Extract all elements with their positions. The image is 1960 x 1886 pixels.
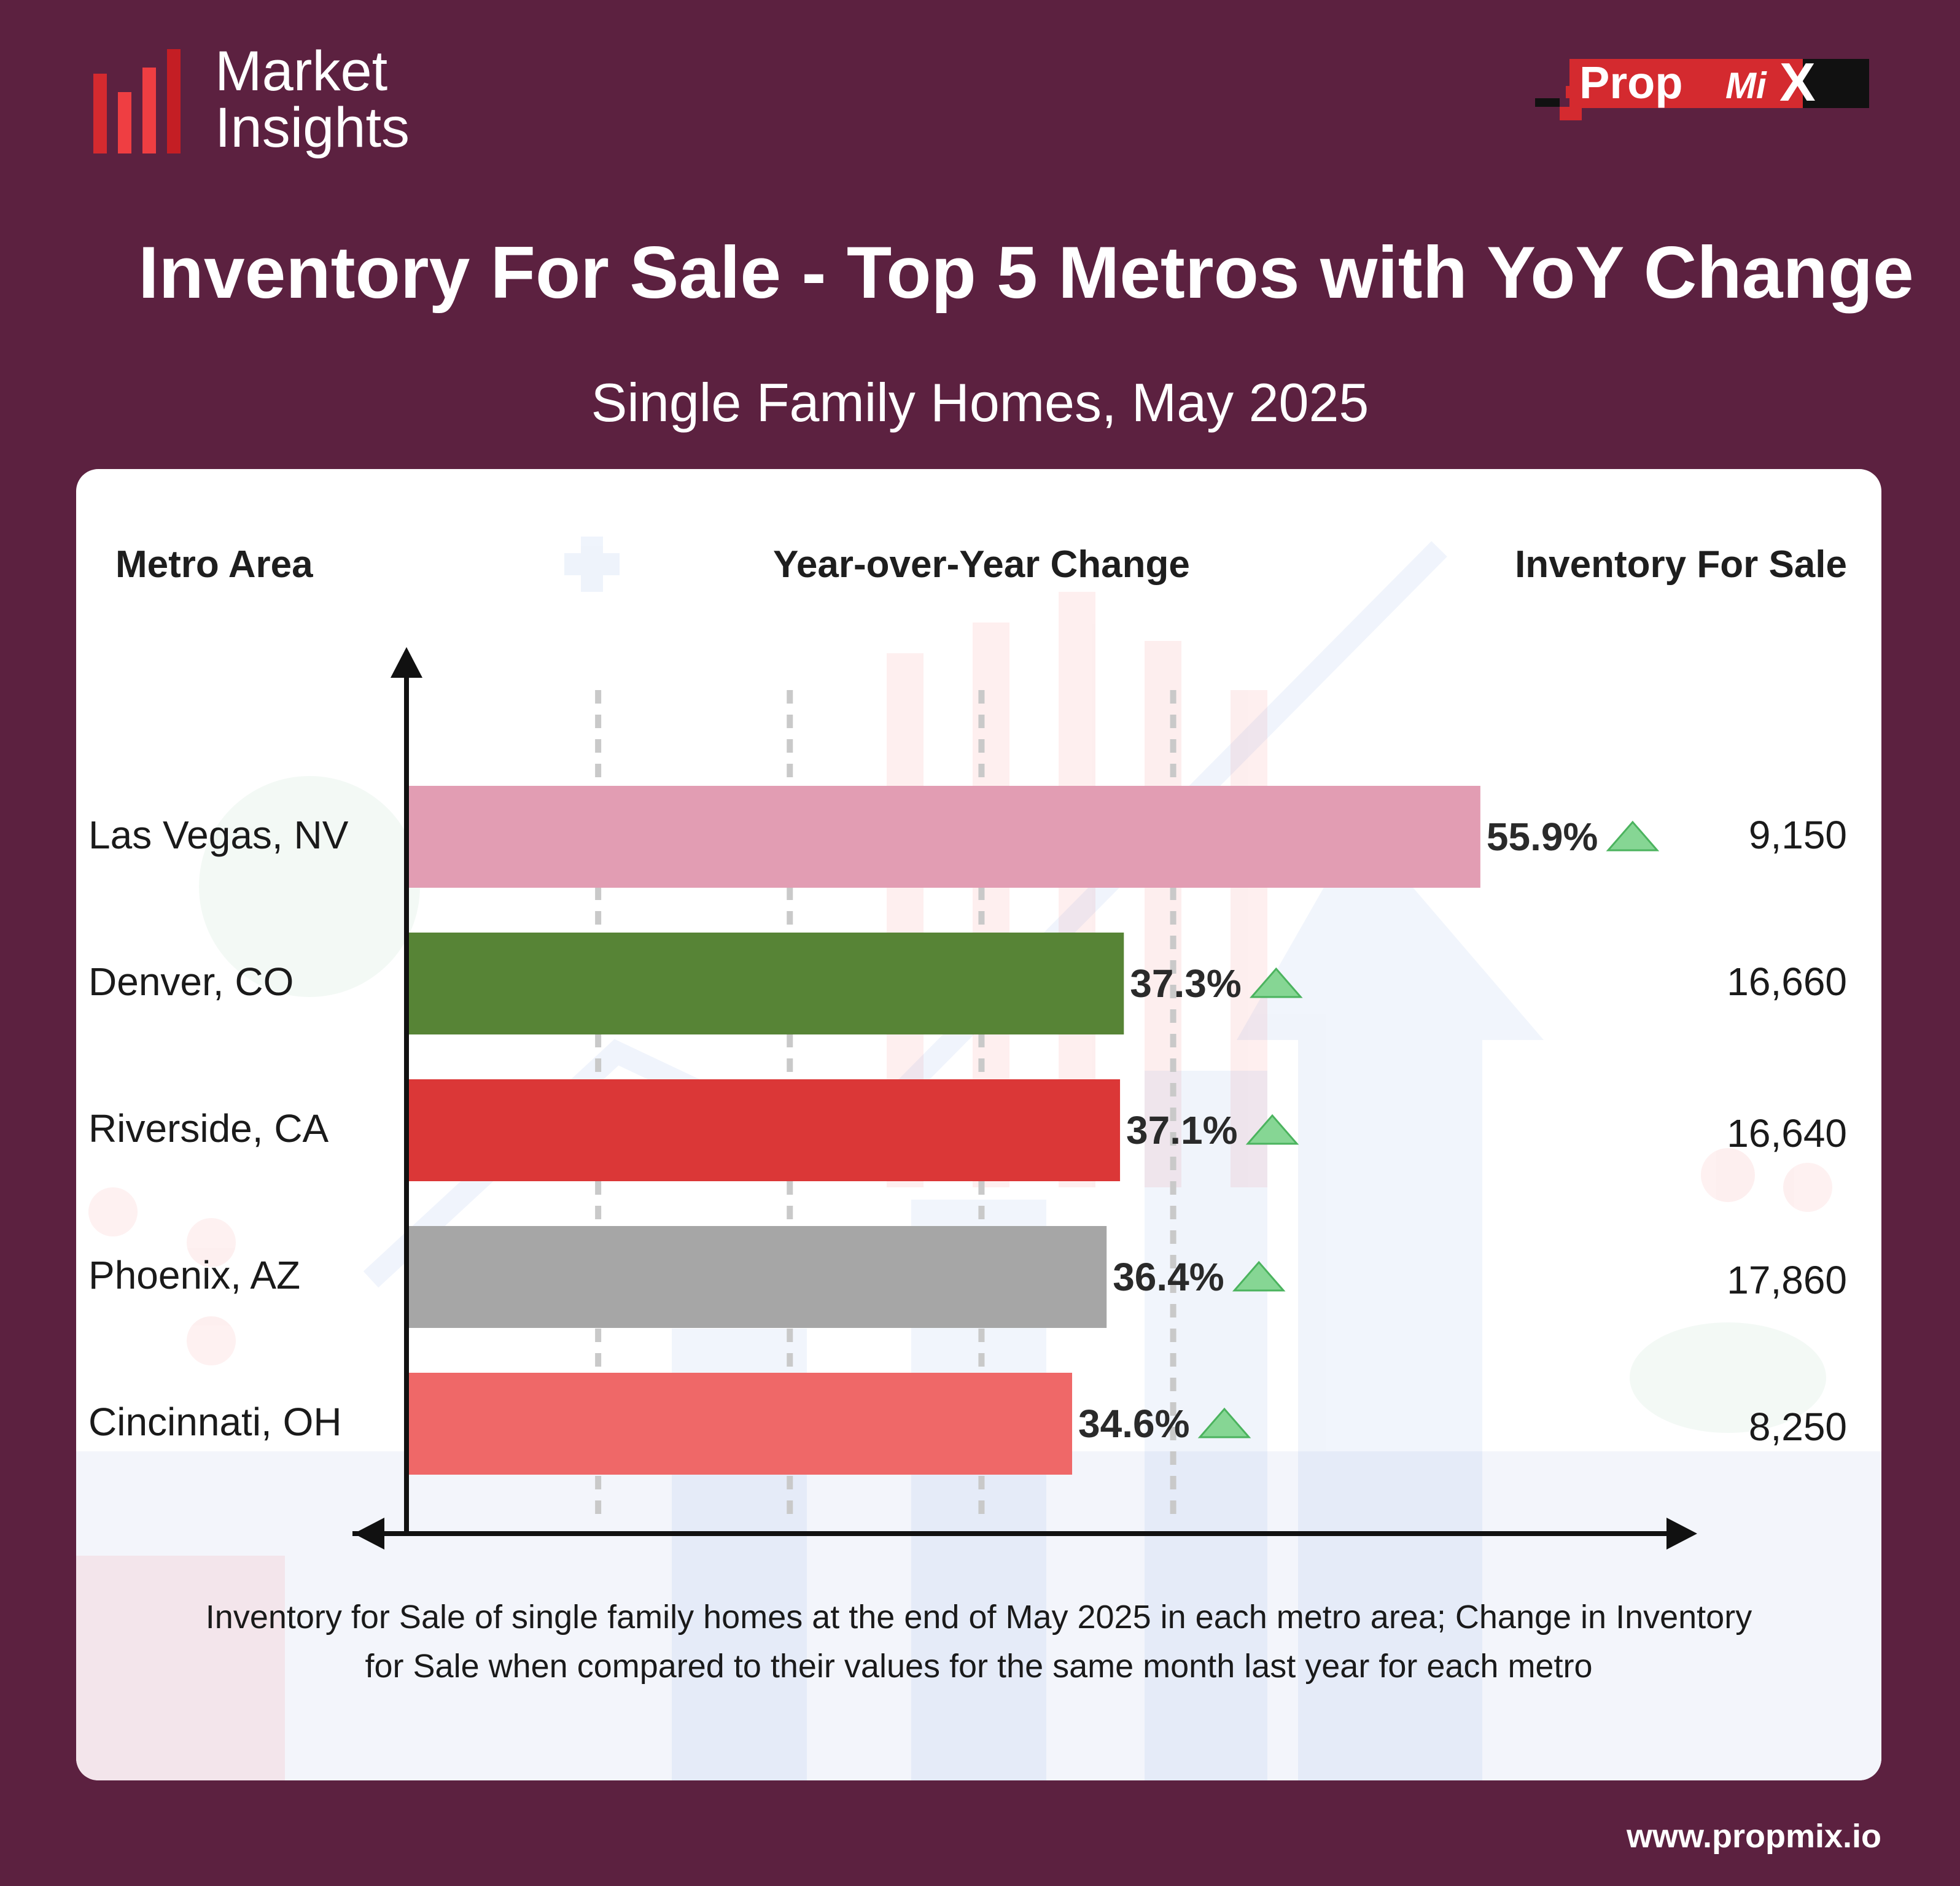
up-triangle-icon (1232, 1260, 1286, 1292)
metro-label: Riverside, CA (88, 1106, 329, 1151)
up-triangle-icon (1245, 1114, 1299, 1145)
column-header-inventory: Inventory For Sale (1515, 543, 1847, 586)
brand-prop: Prop (1579, 57, 1683, 108)
column-header-yoy: Year-over-Year Change (773, 543, 1190, 586)
market-insights-logo: Market Insights (92, 43, 461, 166)
up-triangle-icon (1250, 967, 1303, 998)
x-axis-left-arrow-icon (354, 1518, 384, 1550)
value-label: 37.3% (1130, 961, 1241, 1006)
propmix-logo: Prop Mi X (1535, 52, 1870, 130)
bar (409, 933, 1124, 1034)
brand-x: X (1779, 56, 1816, 112)
propmix-logo-graphic: Prop Mi X (1535, 52, 1869, 120)
logo-text: Market Insights (215, 43, 410, 156)
value-label: 36.4% (1113, 1255, 1224, 1299)
column-header-metro: Metro Area (115, 543, 313, 586)
page-subtitle: Single Family Homes, May 2025 (591, 372, 1369, 433)
up-triangle-icon (1606, 820, 1660, 852)
logo-line-1: Market (215, 40, 388, 103)
y-axis-arrow-icon (391, 647, 422, 678)
inventory-label: 8,250 (1748, 1405, 1847, 1449)
bar-chart-logo-icon (93, 49, 181, 153)
value-label: 34.6% (1078, 1402, 1189, 1446)
bar (409, 786, 1480, 888)
metro-label: Las Vegas, NV (88, 813, 349, 857)
page-title: Inventory For Sale - Top 5 Metros with Y… (138, 231, 1914, 314)
footnote: Inventory for Sale of single family home… (205, 1599, 1752, 1685)
brand-mi: Mi (1725, 65, 1767, 106)
value-label: 55.9% (1487, 815, 1598, 859)
metro-label: Phoenix, AZ (88, 1253, 301, 1297)
chart-card: Metro Area Year-over-Year Change Invento… (76, 469, 1881, 1780)
up-triangle-icon (1197, 1407, 1251, 1438)
bar-chart: 55.9% 37.3% 37.1% 36.4% 34.6% (352, 647, 1697, 1550)
value-label: 37.1% (1126, 1108, 1237, 1152)
inventory-label: 9,150 (1748, 813, 1847, 857)
metro-label: Denver, CO (88, 960, 294, 1004)
logo-line-2: Insights (215, 96, 410, 159)
inventory-label: 17,860 (1727, 1258, 1847, 1302)
inventory-label: 16,660 (1727, 960, 1847, 1004)
bar (409, 1226, 1107, 1328)
inventory-label: 16,640 (1727, 1111, 1847, 1155)
bar (409, 1079, 1121, 1181)
bar (409, 1373, 1073, 1475)
website-url[interactable]: www.propmix.io (1626, 1818, 1881, 1855)
x-axis-right-arrow-icon (1666, 1518, 1697, 1550)
metro-label: Cincinnati, OH (88, 1400, 342, 1444)
